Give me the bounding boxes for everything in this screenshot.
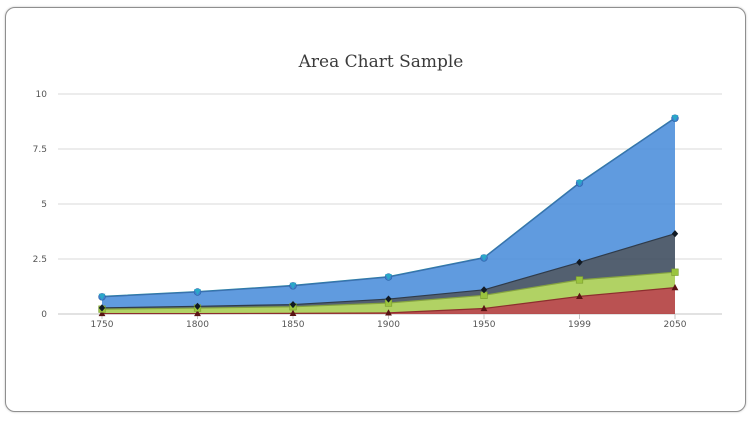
- y-tick-label: 2.5: [33, 255, 47, 265]
- data-point: [98, 293, 106, 300]
- series-area: [102, 118, 675, 308]
- x-tick-label: 1850: [282, 320, 305, 330]
- series-area: [102, 233, 675, 310]
- data-point: [98, 304, 106, 312]
- data-point: [98, 309, 106, 317]
- x-tick-label: 2050: [664, 320, 687, 330]
- data-point: [194, 302, 201, 310]
- x-tick-label: 1900: [377, 320, 400, 330]
- data-point: [576, 258, 583, 266]
- data-point: [671, 115, 679, 122]
- data-point: [576, 292, 583, 299]
- data-point: [671, 284, 679, 291]
- data-point: [385, 309, 392, 316]
- y-tick-label: 10: [36, 90, 48, 100]
- x-tick-label: 1750: [91, 320, 114, 330]
- data-point: [385, 274, 392, 281]
- x-tick-label: 1950: [473, 320, 496, 330]
- x-tick-label: 1800: [186, 320, 209, 330]
- series-area: [102, 287, 675, 314]
- data-point: [289, 300, 297, 309]
- data-point: [289, 282, 297, 289]
- data-point: [671, 230, 679, 238]
- y-tick-label: 0: [41, 310, 47, 320]
- data-point: [385, 295, 392, 303]
- data-point: [575, 276, 584, 284]
- data-point: [194, 309, 201, 317]
- data-point: [480, 286, 488, 294]
- data-point: [480, 254, 488, 262]
- y-tick-label: 7.5: [33, 145, 47, 155]
- data-point: [576, 180, 583, 187]
- data-point: [289, 309, 297, 316]
- x-tick-label: 1999: [568, 320, 591, 330]
- data-point: [480, 304, 488, 312]
- data-point: [194, 288, 201, 296]
- y-tick-label: 5: [41, 200, 47, 210]
- data-point: [671, 268, 679, 276]
- chart-title: Area Chart Sample: [298, 52, 464, 72]
